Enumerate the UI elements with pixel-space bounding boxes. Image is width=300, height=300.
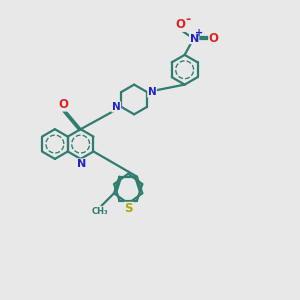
Text: N: N [148,87,156,97]
Text: N: N [76,159,86,169]
Text: -: - [185,13,190,26]
Text: O: O [176,18,185,32]
Text: S: S [124,202,133,215]
Text: +: + [195,28,203,38]
Text: O: O [58,98,68,111]
Text: N: N [112,102,121,112]
Text: O: O [209,32,219,45]
Text: N: N [190,34,199,44]
Text: CH₃: CH₃ [92,207,109,216]
